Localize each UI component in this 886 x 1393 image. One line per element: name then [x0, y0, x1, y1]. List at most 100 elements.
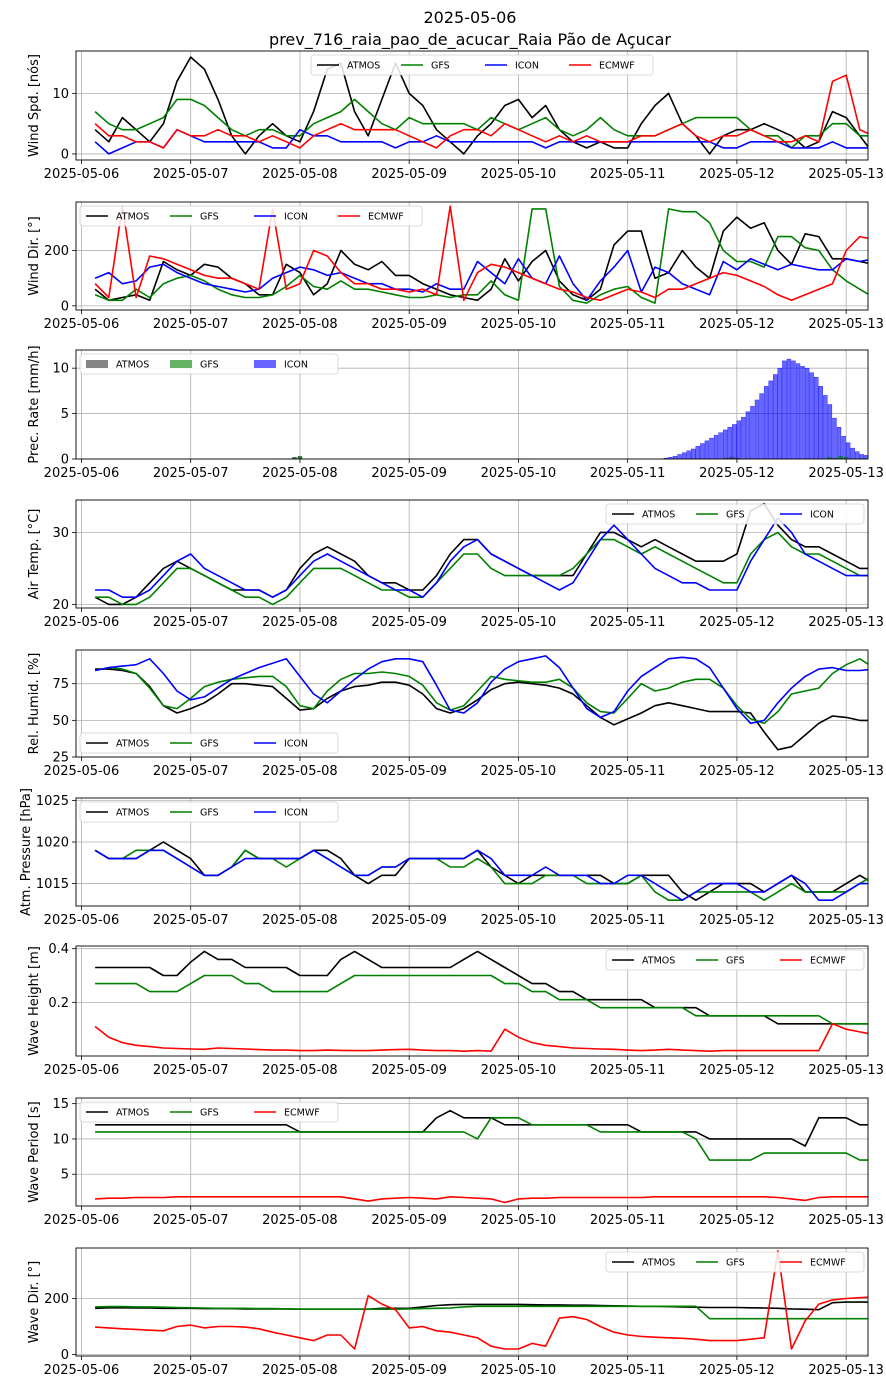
x-tick-label: 2025-05-09: [371, 764, 447, 779]
bar-icon: [851, 448, 855, 459]
y-tick-label: 1020: [36, 836, 69, 851]
y-tick-label: 75: [52, 677, 69, 692]
y-tick-label: 5: [61, 1168, 69, 1183]
legend-label-gfs: GFS: [726, 956, 745, 967]
bar-icon: [773, 375, 777, 459]
legend-label-atmos: ATMOS: [642, 1258, 675, 1269]
bar-icon: [691, 449, 695, 459]
x-tick-label: 2025-05-07: [153, 764, 229, 779]
x-tick-label: 2025-05-07: [153, 466, 229, 481]
bar-icon: [805, 368, 809, 459]
x-tick-label: 2025-05-12: [699, 167, 775, 182]
bar-icon: [778, 368, 782, 459]
x-tick-label: 2025-05-10: [481, 1363, 557, 1378]
x-tick-label: 2025-05-06: [44, 1213, 120, 1228]
x-tick-label: 2025-05-09: [371, 167, 447, 182]
y-tick-label: 25: [52, 751, 69, 766]
figure-subtitle: prev_716_raia_pao_de_acucar_Raia Pão de …: [269, 30, 671, 50]
series-line-ecmwf: [95, 1195, 886, 1202]
bar-icon: [814, 377, 818, 459]
x-tick-label: 2025-05-11: [590, 317, 666, 332]
legend-swatch-icon: [254, 360, 276, 368]
legend-label-gfs: GFS: [200, 1108, 219, 1119]
bar-icon: [709, 438, 713, 459]
x-tick-label: 2025-05-13: [808, 1363, 884, 1378]
bar-icon: [869, 456, 873, 459]
legend-label-icon: ICON: [284, 808, 308, 819]
legend-label-gfs: GFS: [726, 510, 745, 521]
x-tick-label: 2025-05-09: [371, 1213, 447, 1228]
y-tick-label: 10: [52, 87, 69, 102]
series-line-ecmwf: [95, 75, 886, 148]
bar-icon: [682, 453, 686, 459]
bar-icon: [696, 446, 700, 459]
x-tick-label: 2025-05-06: [44, 167, 120, 182]
bar-icon: [678, 454, 682, 459]
legend-label-icon: ICON: [810, 510, 834, 521]
x-tick-label: 2025-05-08: [262, 317, 338, 332]
x-tick-label: 2025-05-12: [699, 615, 775, 630]
bar-icon: [737, 421, 741, 459]
x-tick-label: 2025-05-09: [371, 615, 447, 630]
y-axis-label: Wind Spd. [nós]: [27, 54, 42, 157]
y-tick-label: 20: [52, 598, 69, 613]
y-tick-label: 0.2: [48, 996, 69, 1011]
x-tick-label: 2025-05-07: [153, 1363, 229, 1378]
y-tick-label: 0.4: [48, 942, 69, 957]
legend-label-icon: ICON: [284, 212, 308, 223]
y-axis-label: Air Temp. [°C]: [27, 509, 42, 600]
bar-icon: [732, 424, 736, 459]
legend-label-icon: ICON: [284, 360, 308, 371]
legend-swatch-gfs: [170, 360, 192, 368]
y-tick-label: 1025: [36, 794, 69, 809]
x-tick-label: 2025-05-08: [262, 615, 338, 630]
bar-icon: [837, 427, 841, 459]
x-tick-label: 2025-05-07: [153, 317, 229, 332]
y-axis-label: Wind Dir. [°]: [27, 216, 42, 296]
y-tick-label: 1015: [36, 877, 69, 892]
bar-icon: [728, 427, 732, 459]
series-line-icon: [95, 518, 886, 597]
y-tick-label: 0: [61, 453, 69, 468]
legend-label-ecmwf: ECMWF: [368, 212, 404, 223]
x-tick-label: 2025-05-07: [153, 1213, 229, 1228]
bar-icon: [842, 436, 846, 459]
bar-icon: [787, 359, 791, 459]
x-tick-label: 2025-05-06: [44, 615, 120, 630]
bar-icon: [746, 412, 750, 459]
legend-label-atmos: ATMOS: [347, 61, 380, 72]
y-axis-label: Prec. Rate [mm/h]: [27, 345, 42, 463]
bar-icon: [764, 386, 768, 459]
bar-icon: [819, 386, 823, 459]
y-tick-label: 15: [52, 1097, 69, 1112]
x-tick-label: 2025-05-12: [699, 317, 775, 332]
bar-icon: [832, 418, 836, 459]
legend-label-gfs: GFS: [200, 739, 219, 750]
x-tick-label: 2025-05-08: [262, 167, 338, 182]
legend-label-gfs: GFS: [200, 360, 219, 371]
x-tick-label: 2025-05-08: [262, 764, 338, 779]
x-tick-label: 2025-05-08: [262, 913, 338, 928]
x-tick-label: 2025-05-10: [481, 913, 557, 928]
legend-label-ecmwf: ECMWF: [284, 1108, 320, 1119]
x-tick-label: 2025-05-12: [699, 1363, 775, 1378]
x-tick-label: 2025-05-13: [808, 466, 884, 481]
x-tick-label: 2025-05-11: [590, 615, 666, 630]
y-tick-label: 50: [52, 714, 69, 729]
legend-label-ecmwf: ECMWF: [810, 1258, 846, 1269]
y-axis-label: Atm. Pressure [hPa]: [19, 788, 34, 916]
bar-icon: [719, 433, 723, 459]
x-tick-label: 2025-05-08: [262, 1063, 338, 1078]
y-tick-label: 0: [61, 1348, 69, 1363]
x-tick-label: 2025-05-12: [699, 764, 775, 779]
bar-icon: [741, 417, 745, 459]
